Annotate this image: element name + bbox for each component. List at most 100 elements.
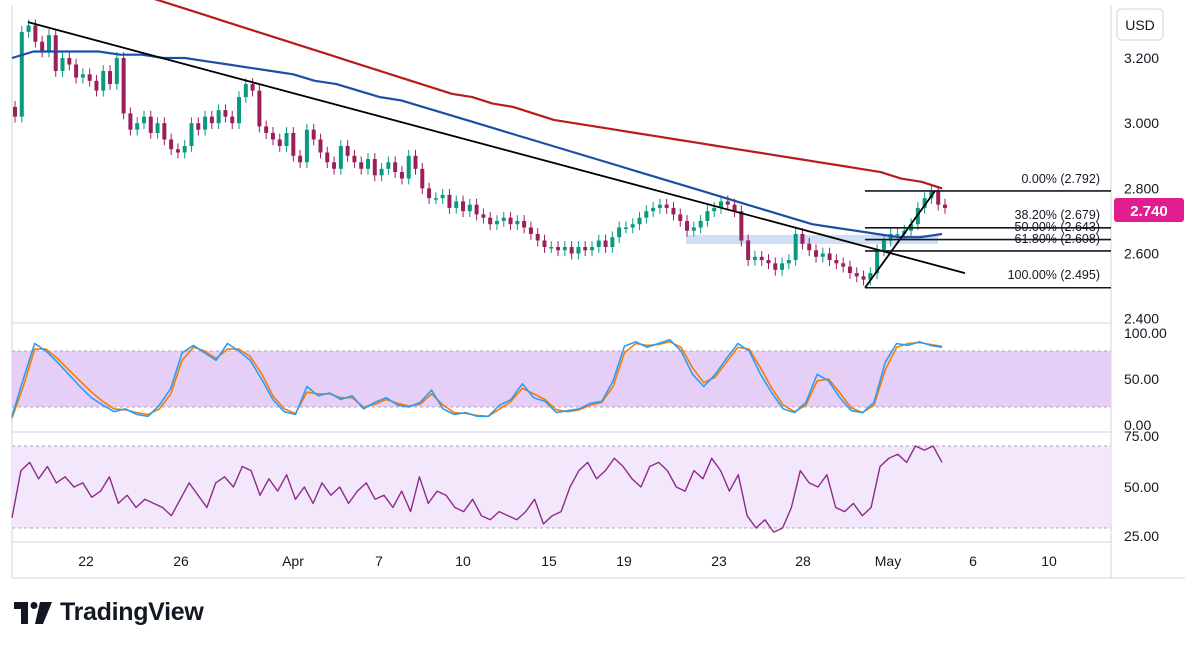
candle[interactable]: [718, 195, 723, 214]
candle[interactable]: [759, 250, 764, 266]
candle[interactable]: [264, 120, 269, 139]
candle[interactable]: [162, 117, 167, 146]
candle[interactable]: [338, 140, 343, 175]
candle[interactable]: [461, 195, 466, 218]
candle[interactable]: [379, 162, 384, 182]
candle[interactable]: [888, 228, 893, 247]
brand-footer[interactable]: TradingView: [14, 598, 204, 627]
candle[interactable]: [270, 127, 275, 146]
candle[interactable]: [128, 107, 133, 136]
candle[interactable]: [108, 65, 113, 90]
main-price-panel[interactable]: [11, 5, 1185, 579]
candle[interactable]: [74, 58, 79, 84]
candle[interactable]: [827, 247, 832, 266]
candle[interactable]: [101, 65, 106, 97]
candle[interactable]: [943, 198, 947, 214]
candle[interactable]: [223, 104, 228, 123]
candle[interactable]: [644, 205, 649, 224]
candle[interactable]: [182, 140, 187, 159]
candle[interactable]: [603, 234, 608, 253]
candle[interactable]: [596, 234, 601, 253]
candle[interactable]: [868, 267, 873, 286]
candle[interactable]: [298, 149, 303, 169]
candle[interactable]: [230, 110, 235, 130]
candle[interactable]: [189, 117, 194, 152]
candle[interactable]: [841, 257, 846, 273]
candle[interactable]: [365, 153, 370, 175]
candle[interactable]: [243, 78, 248, 103]
candle[interactable]: [277, 133, 282, 152]
candle[interactable]: [522, 215, 527, 234]
candle[interactable]: [250, 78, 255, 97]
candle[interactable]: [393, 156, 398, 178]
candle[interactable]: [657, 198, 662, 214]
candle[interactable]: [610, 231, 615, 253]
currency-selector[interactable]: USD: [1116, 8, 1164, 41]
candle[interactable]: [786, 254, 791, 270]
candle[interactable]: [148, 110, 153, 139]
candle[interactable]: [216, 104, 221, 130]
candle[interactable]: [345, 140, 350, 162]
candle[interactable]: [203, 110, 208, 136]
candle[interactable]: [501, 211, 506, 227]
descending-trendline[interactable]: [27, 21, 966, 274]
candle[interactable]: [623, 221, 628, 234]
candle[interactable]: [318, 133, 323, 159]
candle[interactable]: [590, 241, 595, 257]
candle[interactable]: [427, 182, 432, 205]
candle[interactable]: [406, 149, 411, 185]
candle[interactable]: [53, 29, 58, 77]
candle[interactable]: [237, 91, 242, 130]
candle[interactable]: [372, 153, 377, 182]
candle[interactable]: [535, 228, 540, 247]
candle[interactable]: [359, 156, 364, 175]
candle[interactable]: [325, 146, 330, 169]
candle[interactable]: [583, 241, 588, 257]
candle[interactable]: [739, 205, 744, 247]
candle[interactable]: [549, 241, 554, 253]
candle[interactable]: [854, 267, 859, 283]
candle[interactable]: [311, 123, 316, 146]
candle[interactable]: [834, 254, 839, 270]
candle[interactable]: [793, 228, 798, 266]
candle[interactable]: [671, 202, 676, 221]
candle[interactable]: [304, 123, 309, 169]
candle[interactable]: [87, 68, 92, 87]
candle[interactable]: [19, 26, 24, 123]
candle[interactable]: [820, 247, 825, 263]
candle[interactable]: [291, 127, 296, 162]
candle[interactable]: [121, 52, 126, 120]
candle[interactable]: [67, 52, 72, 71]
candle[interactable]: [40, 35, 45, 58]
candle[interactable]: [766, 254, 771, 270]
candle[interactable]: [135, 117, 140, 136]
candle[interactable]: [542, 234, 547, 253]
candle[interactable]: [881, 234, 886, 257]
candle[interactable]: [467, 198, 472, 218]
candle[interactable]: [447, 189, 452, 214]
candle[interactable]: [284, 127, 289, 152]
candle[interactable]: [454, 195, 459, 214]
candle[interactable]: [94, 74, 99, 97]
candle[interactable]: [651, 202, 656, 218]
candle[interactable]: [847, 260, 852, 279]
candle[interactable]: [169, 133, 174, 156]
candle[interactable]: [773, 257, 778, 276]
candle[interactable]: [399, 166, 404, 185]
candle[interactable]: [413, 149, 418, 175]
candle[interactable]: [352, 149, 357, 169]
candle[interactable]: [630, 218, 635, 234]
candle[interactable]: [556, 241, 561, 257]
candle[interactable]: [494, 215, 499, 231]
candle[interactable]: [13, 101, 17, 123]
candle[interactable]: [746, 234, 751, 266]
candle[interactable]: [528, 221, 533, 240]
candle[interactable]: [508, 211, 513, 231]
candle[interactable]: [60, 52, 65, 77]
candle[interactable]: [440, 189, 445, 205]
candle[interactable]: [705, 205, 710, 227]
candle[interactable]: [936, 185, 941, 211]
candle[interactable]: [257, 84, 262, 133]
